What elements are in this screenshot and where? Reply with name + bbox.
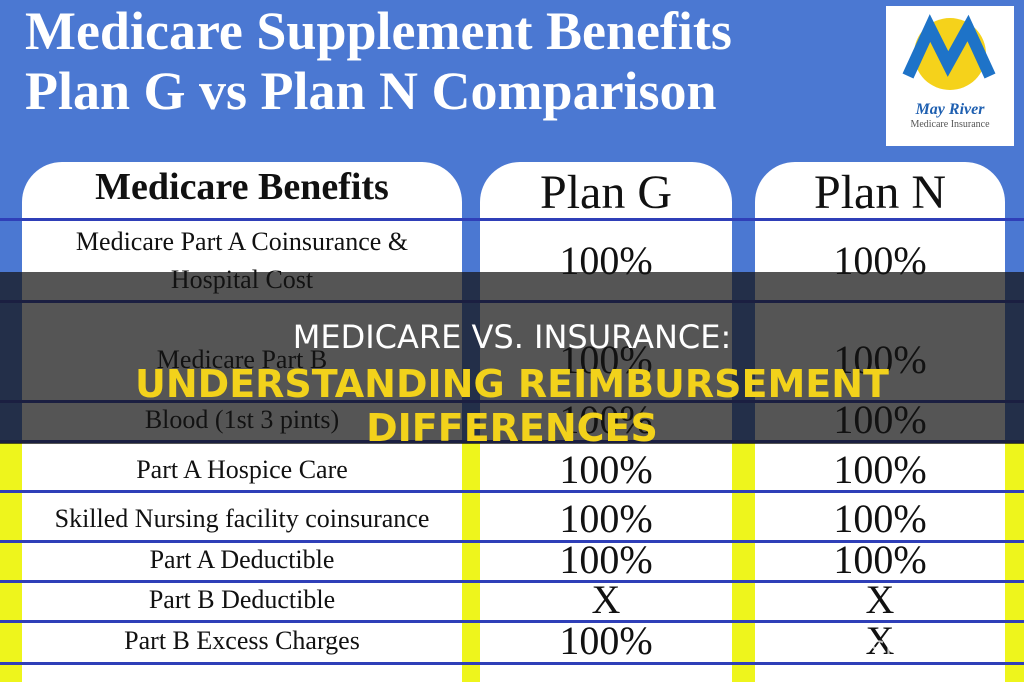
row-label: Part B Deductible	[148, 585, 336, 614]
logo-mark	[902, 14, 996, 90]
row-label: Part B Excess Charges	[124, 626, 360, 655]
cell-value: X	[865, 577, 895, 622]
row-line	[0, 580, 1024, 583]
logo: May River Medicare Insurance	[886, 6, 1014, 146]
overlay-band	[0, 272, 1024, 444]
logo-tagline: Medicare Insurance	[910, 119, 990, 130]
watermark: Shun Ins.	[870, 636, 981, 664]
row-line	[0, 218, 1024, 221]
row-line	[0, 662, 1024, 665]
overlay-title: MEDICARE VS. INSURANCE:	[292, 318, 732, 356]
cell-value: 100%	[833, 447, 927, 492]
overlay-subtitle: UNDERSTANDING REIMBURSEMENT DIFFERENCES	[135, 362, 889, 450]
cell-value: 100%	[559, 618, 653, 663]
column-header: Medicare Benefits	[95, 166, 389, 208]
title: Plan G vs Plan N Comparison	[25, 61, 717, 121]
cell-value: X	[591, 577, 621, 622]
row-label: Part A Deductible	[149, 545, 335, 574]
cell-value: 100%	[559, 496, 653, 541]
cell-value: 100%	[559, 537, 653, 582]
title: Medicare Supplement Benefits	[25, 1, 732, 61]
logo-name: May River	[915, 101, 985, 118]
row-line	[0, 540, 1024, 543]
row-label: Part A Hospice Care	[136, 455, 348, 484]
row-label: Skilled Nursing facility coinsurance	[54, 504, 430, 533]
cell-value: 100%	[559, 447, 653, 492]
row-line	[0, 620, 1024, 623]
cell-value: 100%	[833, 537, 927, 582]
row-line	[0, 490, 1024, 493]
row-label: Medicare Part A Coinsurance &	[75, 227, 409, 256]
cell-value: 100%	[833, 496, 927, 541]
column-header: Plan N	[814, 166, 946, 219]
cell-value: X	[865, 618, 895, 663]
column-header: Plan G	[540, 166, 672, 219]
